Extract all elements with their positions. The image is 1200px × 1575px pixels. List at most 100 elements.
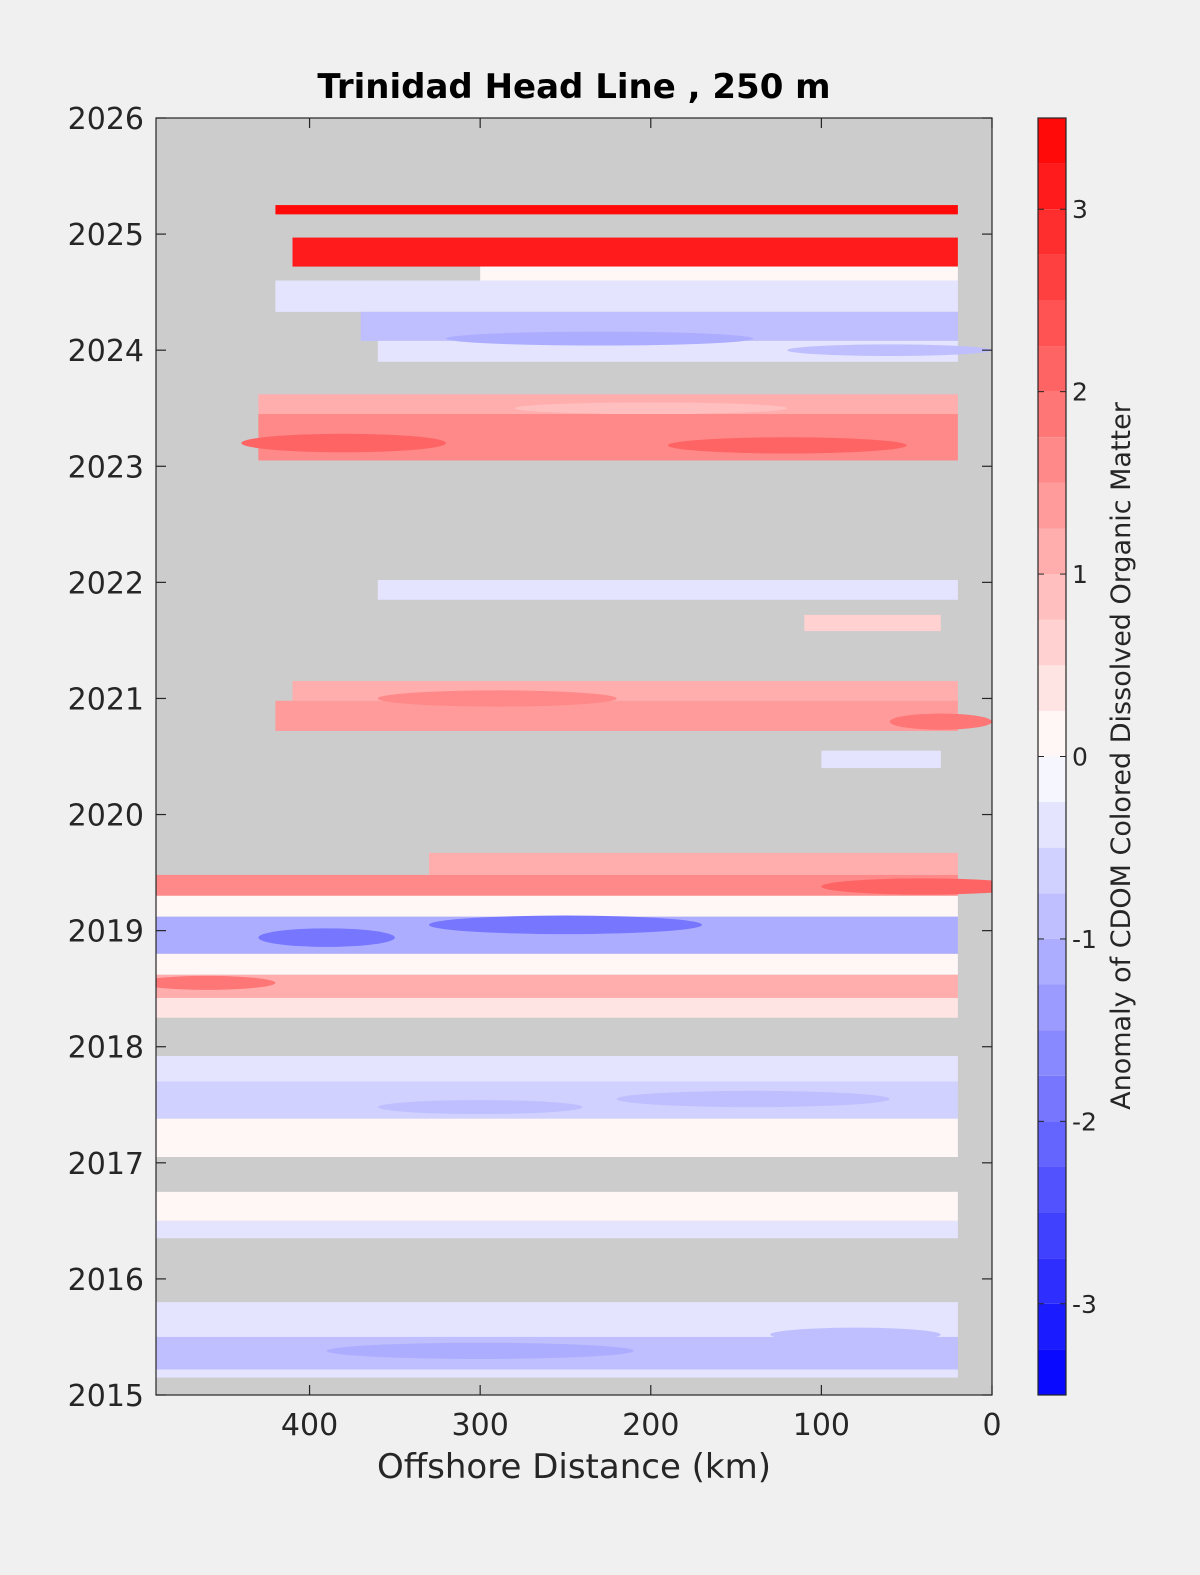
y-tick-label: 2025 — [68, 218, 144, 253]
colorbar-cell — [1038, 574, 1066, 620]
data-band — [821, 750, 941, 769]
data-blob — [377, 1100, 583, 1115]
data-band — [480, 266, 958, 281]
data-blobs — [156, 331, 992, 1360]
y-tick-label: 2026 — [68, 102, 144, 137]
data-blob — [326, 1342, 634, 1360]
colorbar-cell — [1038, 300, 1066, 347]
y-tick-label: 2015 — [68, 1379, 144, 1414]
data-blob — [616, 1090, 890, 1108]
colorbar-cell — [1038, 528, 1066, 575]
colorbar-cell — [1038, 1303, 1066, 1350]
data-band — [428, 852, 958, 875]
y-tick-label: 2024 — [68, 334, 144, 369]
colorbar-cell — [1038, 1258, 1066, 1304]
colorbar-cell — [1038, 482, 1066, 529]
colorbar-cell — [1038, 756, 1066, 803]
data-band — [156, 974, 958, 998]
data-band — [156, 1191, 958, 1221]
x-tick-label: 200 — [622, 1408, 679, 1443]
colorbar-tick-label: 1 — [1072, 560, 1088, 589]
data-blob — [787, 344, 992, 356]
y-tick-label: 2020 — [68, 799, 144, 834]
colorbar-cell — [1038, 1212, 1066, 1259]
data-blob — [156, 975, 276, 990]
colorbar-tick-label: 0 — [1072, 743, 1088, 772]
colorbar-cell — [1038, 1075, 1066, 1122]
data-band — [377, 340, 958, 362]
data-band — [156, 1056, 958, 1082]
y-tick-label: 2016 — [68, 1263, 144, 1298]
data-blob — [428, 915, 702, 935]
data-blob — [667, 437, 907, 454]
data-blob — [821, 878, 992, 895]
data-blob — [446, 331, 754, 346]
data-blob — [514, 402, 788, 415]
colorbar-label: Anomaly of CDOM Colored Dissolved Organi… — [1106, 401, 1137, 1110]
colorbar-cell — [1038, 1166, 1066, 1213]
colorbar-cell — [1038, 209, 1066, 255]
x-tick-label: 400 — [281, 1408, 338, 1443]
data-blob — [770, 1327, 941, 1342]
colorbar-cell — [1038, 893, 1066, 939]
y-tick-label: 2018 — [68, 1031, 144, 1066]
colorbar-tick-label: -3 — [1072, 1290, 1097, 1319]
data-band — [275, 280, 958, 312]
colorbar-cell — [1038, 1349, 1066, 1395]
colorbar-tick-label: -2 — [1072, 1107, 1097, 1136]
y-axis-ticks: 2015 2016 2017 2018 2019 2020 2021 2022 2023 2024… — [68, 102, 992, 1414]
data-bands — [156, 205, 958, 1378]
data-band — [156, 874, 958, 896]
colorbar-tick-label: 3 — [1072, 195, 1088, 224]
data-band — [377, 580, 958, 600]
colorbar-cell — [1038, 163, 1066, 210]
colorbar-cells — [1038, 118, 1066, 1395]
colorbar-ticks: 3 2 1 0 -1 -2 -3 — [1038, 195, 1097, 1319]
colorbar-cell — [1038, 710, 1066, 757]
colorbar-cell — [1038, 1121, 1066, 1167]
data-band — [275, 700, 958, 731]
y-tick-label: 2019 — [68, 915, 144, 950]
data-band — [156, 953, 958, 975]
colorbar-tick-label: -1 — [1072, 925, 1097, 954]
data-band — [156, 895, 958, 917]
colorbar-cell — [1038, 938, 1066, 985]
x-tick-label: 300 — [452, 1408, 509, 1443]
colorbar-cell — [1038, 984, 1066, 1031]
colorbar-cell — [1038, 391, 1066, 438]
x-axis-label: Offshore Distance (km) — [377, 1447, 771, 1487]
colorbar-cell — [1038, 847, 1066, 894]
data-band — [292, 237, 958, 267]
chart-title: Trinidad Head Line , 250 m — [317, 67, 830, 107]
plot-area: 400 300 200 100 0 20152016201720182019202020… — [68, 102, 1002, 1443]
colorbar-cell — [1038, 619, 1066, 666]
data-blob — [377, 690, 617, 707]
data-band — [275, 205, 958, 215]
y-tick-label: 2023 — [68, 450, 144, 485]
plot-frame — [155, 117, 993, 1396]
y-tick-label: 2022 — [68, 566, 144, 601]
colorbar-tick-label: 2 — [1072, 378, 1088, 407]
data-band — [156, 1369, 958, 1378]
x-tick-label: 0 — [982, 1408, 1001, 1443]
data-band — [156, 1118, 958, 1158]
data-blob — [258, 928, 395, 947]
data-band — [804, 614, 941, 632]
data-band — [156, 1220, 958, 1239]
x-axis-ticks: 400 300 200 100 0 — [281, 118, 1002, 1443]
colorbar-cell — [1038, 1030, 1066, 1076]
colorbar-cell — [1038, 437, 1066, 483]
x-tick-label: 100 — [793, 1408, 850, 1443]
data-blob — [889, 713, 992, 730]
colorbar-cell — [1038, 254, 1066, 301]
data-blob — [241, 433, 447, 453]
colorbar-cell — [1038, 665, 1066, 711]
colorbar-cell — [1038, 802, 1066, 848]
colorbar-cell — [1038, 346, 1066, 392]
colorbar-cell — [1038, 118, 1066, 164]
y-tick-label: 2017 — [68, 1147, 144, 1182]
data-band — [156, 997, 958, 1018]
colorbar: 3 2 1 0 -1 -2 -3 Anomaly of CDOM Colored Disso… — [1037, 117, 1137, 1396]
y-tick-label: 2021 — [68, 682, 144, 717]
